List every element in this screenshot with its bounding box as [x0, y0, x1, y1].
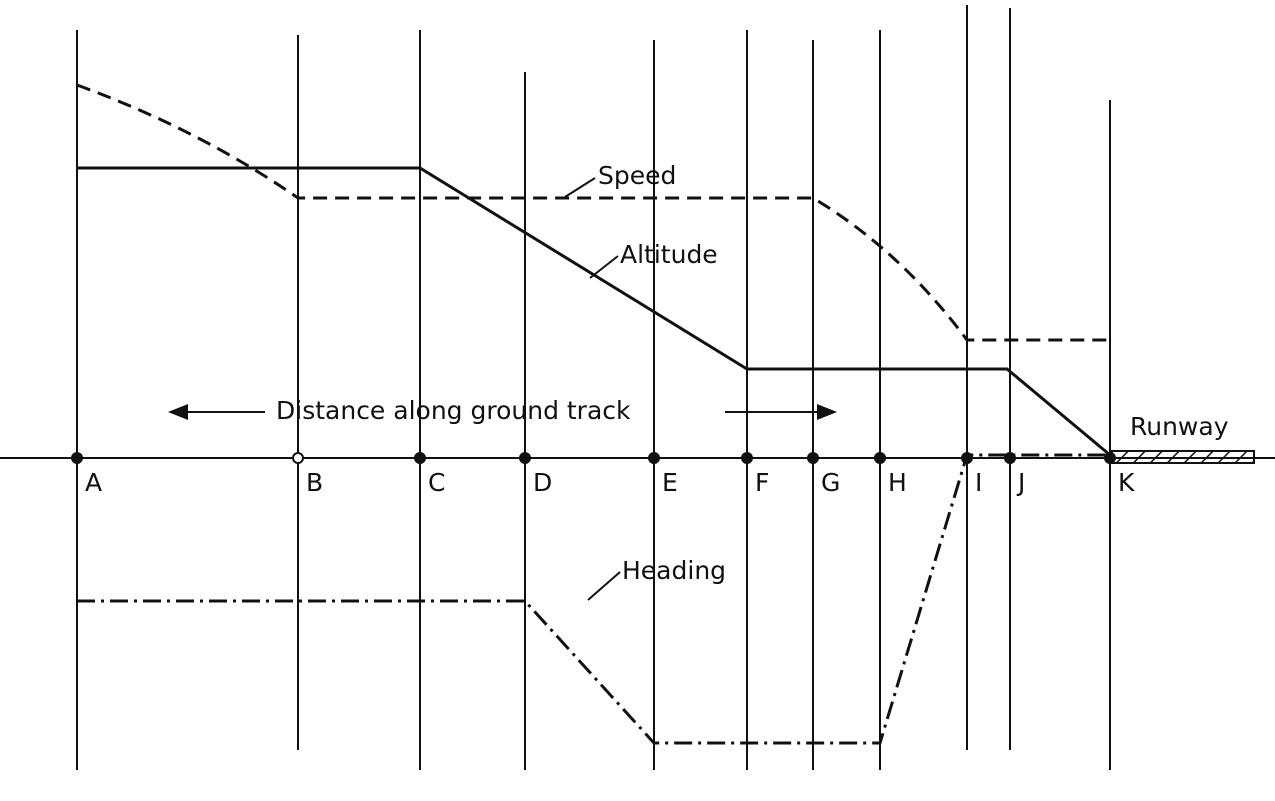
- leader: [589, 255, 619, 279]
- station-dot: [519, 452, 531, 464]
- station-label: A: [85, 468, 102, 497]
- station-label: J: [1016, 468, 1025, 497]
- station-dot: [648, 452, 660, 464]
- station-label: E: [662, 468, 678, 497]
- station-label: K: [1118, 468, 1135, 497]
- station-dot: [414, 452, 426, 464]
- speed-label: Speed: [598, 161, 676, 190]
- station-dot: [1004, 452, 1016, 464]
- altitude-curve: [77, 166, 1111, 457]
- leader: [564, 177, 596, 198]
- station-dot: [741, 452, 753, 464]
- station-dot: [807, 452, 819, 464]
- station-label: I: [975, 468, 982, 497]
- heading-curve: [77, 453, 1110, 745]
- station-lines: [76, 5, 1111, 770]
- station-dot: [71, 452, 83, 464]
- station-label: F: [755, 468, 769, 497]
- station-label: H: [888, 468, 907, 497]
- station-label: D: [533, 468, 552, 497]
- station-dot: [874, 452, 886, 464]
- station-label: C: [428, 468, 445, 497]
- runway-label: Runway: [1130, 412, 1229, 441]
- station-dot: [1104, 452, 1116, 464]
- speed-curve: [76, 83, 1110, 342]
- altitude-label: Altitude: [620, 240, 718, 269]
- axis-label: Distance along ground track: [276, 396, 631, 425]
- station-label: B: [306, 468, 323, 497]
- station-dot: [292, 452, 304, 464]
- station-label: G: [821, 468, 840, 497]
- station-dot: [961, 452, 973, 464]
- heading-label: Heading: [622, 556, 726, 585]
- leader: [587, 571, 621, 601]
- runway: [1111, 450, 1255, 464]
- stations: A B C D E F G H I J K: [71, 452, 1135, 497]
